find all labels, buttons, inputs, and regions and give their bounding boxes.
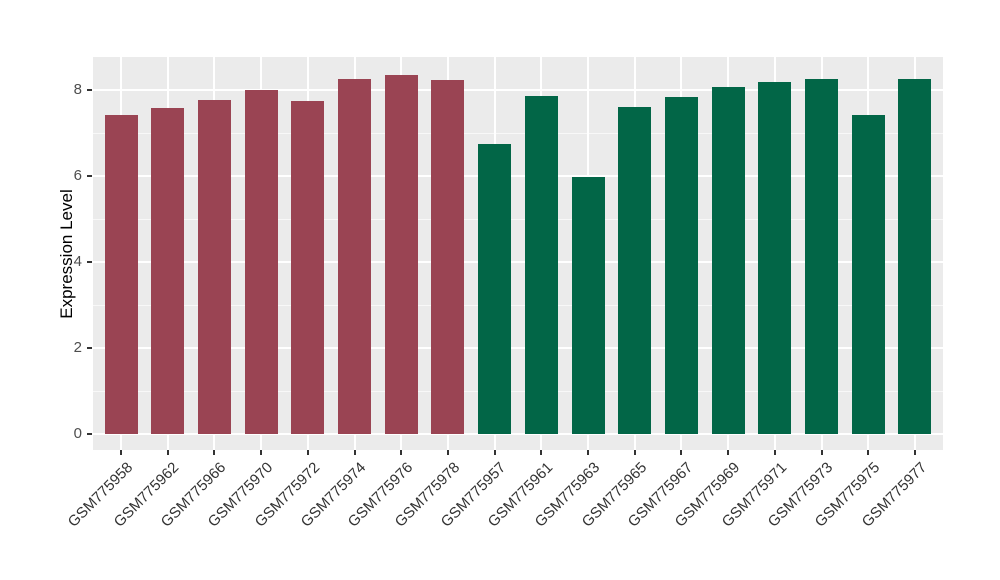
bar-GSM775973 xyxy=(805,78,839,434)
plot-panel xyxy=(93,57,943,450)
bar-GSM775978 xyxy=(431,79,465,434)
y-tick-mark xyxy=(87,89,92,91)
x-tick-mark xyxy=(353,450,356,455)
y-tick-label: 4 xyxy=(73,253,82,270)
y-tick-label: 6 xyxy=(73,167,82,184)
x-tick-mark xyxy=(400,450,403,455)
y-tick-label: 0 xyxy=(73,425,82,442)
bar-GSM775962 xyxy=(151,108,185,434)
major-gridline xyxy=(93,347,943,349)
x-tick-mark xyxy=(867,450,870,455)
y-tick-mark xyxy=(87,347,92,349)
x-tick-mark xyxy=(446,450,449,455)
major-gridline xyxy=(93,175,943,177)
major-gridline xyxy=(93,433,943,435)
bar-GSM775969 xyxy=(711,86,745,434)
x-tick-mark xyxy=(213,450,216,455)
y-tick-mark xyxy=(87,261,92,263)
bar-GSM775957 xyxy=(478,144,512,434)
x-tick-mark xyxy=(540,450,543,455)
major-gridline xyxy=(93,89,943,91)
bar-GSM775976 xyxy=(384,74,418,434)
x-tick-mark xyxy=(680,450,683,455)
x-tick-mark xyxy=(306,450,309,455)
minor-gridline xyxy=(93,305,943,306)
bar-GSM775967 xyxy=(664,96,698,434)
bar-GSM775965 xyxy=(618,106,652,434)
bar-GSM775958 xyxy=(104,115,138,434)
x-tick-mark xyxy=(166,450,169,455)
x-tick-mark xyxy=(587,450,590,455)
x-tick-mark xyxy=(120,450,123,455)
bar-GSM775974 xyxy=(338,78,372,434)
x-tick-mark xyxy=(633,450,636,455)
x-tick-mark xyxy=(773,450,776,455)
bar-GSM775963 xyxy=(571,176,605,434)
bar-GSM775970 xyxy=(244,90,278,434)
y-tick-mark xyxy=(87,433,92,435)
bar-GSM775961 xyxy=(524,95,558,434)
x-tick-mark xyxy=(260,450,263,455)
minor-gridline xyxy=(93,219,943,220)
minor-gridline xyxy=(93,133,943,134)
bar-GSM775972 xyxy=(291,101,325,434)
y-tick-label: 2 xyxy=(73,339,82,356)
y-tick-mark xyxy=(87,175,92,177)
bar-GSM775971 xyxy=(758,82,792,434)
bar-GSM775975 xyxy=(851,114,885,434)
x-tick-mark xyxy=(820,450,823,455)
x-tick-mark xyxy=(493,450,496,455)
x-tick-mark xyxy=(727,450,730,455)
major-gridline xyxy=(93,261,943,263)
x-tick-mark xyxy=(913,450,916,455)
bar-GSM775977 xyxy=(898,78,932,434)
bar-GSM775966 xyxy=(197,100,231,434)
minor-gridline xyxy=(93,391,943,392)
y-tick-label: 8 xyxy=(73,81,82,98)
